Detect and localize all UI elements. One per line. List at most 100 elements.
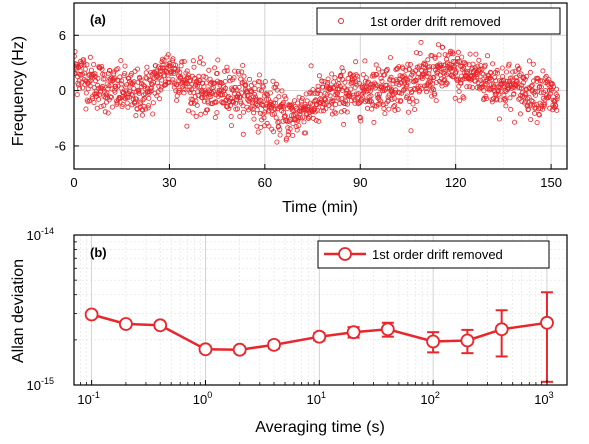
panel-a-data-point	[125, 104, 131, 110]
panel-a-data-point	[119, 78, 125, 84]
panel-a-data-point	[318, 99, 324, 105]
panel-a-data-point	[165, 52, 171, 58]
panel-b-x-tick-label: 103	[534, 390, 553, 407]
panel-a-data-point	[410, 101, 416, 107]
panel-a-data-point	[174, 98, 180, 104]
panel-a-data-point	[100, 86, 106, 92]
panel-a-data-point	[215, 57, 221, 63]
panel-a-data-point	[312, 106, 318, 112]
panel-a-data-point	[419, 76, 425, 82]
panel-a-data-point	[230, 99, 236, 105]
panel-a-axes-frame	[73, 2, 568, 170]
panel-b-data-point	[380, 322, 395, 337]
panel-a-data-point	[422, 62, 428, 68]
panel-a-data-point	[267, 90, 273, 96]
panel-a-data-point	[536, 112, 542, 118]
panel-a-data-point	[99, 66, 105, 72]
panel-a-data-point	[353, 91, 359, 97]
panel-a-data-point	[393, 77, 399, 83]
panel-a-data-point	[372, 80, 378, 86]
panel-a-data-point	[252, 86, 258, 92]
panel-a-data-point	[224, 68, 230, 74]
panel-a-data-point	[342, 101, 348, 107]
panel-a-data-point	[392, 103, 398, 109]
panel-a-data-point	[254, 107, 260, 113]
panel-a-data-point	[83, 90, 89, 96]
panel-a-data-point	[364, 97, 370, 103]
panel-a-data-point	[141, 104, 147, 110]
panel-a-data-point	[483, 93, 489, 99]
panel-a-data-point	[402, 76, 408, 82]
panel-a-data-point	[301, 119, 307, 125]
panel-a-data-point	[431, 74, 437, 80]
panel-a-data-point	[317, 91, 323, 97]
panel-a-data-point	[427, 64, 433, 70]
panel-a-data-point	[273, 97, 279, 103]
panel-a-data-point	[393, 80, 399, 86]
panel-a-data-point	[480, 71, 486, 77]
panel-a-data-point	[532, 110, 538, 116]
panel-a-data-point	[154, 80, 160, 86]
panel-a-data-point	[443, 80, 449, 86]
panel-a-data-point	[461, 95, 467, 101]
panel-a-data-point	[87, 83, 93, 89]
panel-a-data-point	[262, 79, 268, 85]
panel-a-data-point	[417, 51, 423, 57]
panel-a-data-point	[371, 73, 377, 79]
panel-a-data-point	[297, 115, 303, 121]
panel-a-data-point	[273, 81, 279, 87]
panel-a-data-point	[95, 75, 101, 81]
panel-b-data-point	[346, 325, 361, 340]
panel-b-data-point	[198, 342, 213, 357]
panel-b-data-point	[232, 342, 247, 357]
panel-a-data-point	[201, 84, 207, 90]
panel-a-data-point	[144, 64, 150, 70]
panel-a-data-point	[80, 85, 86, 91]
panel-a-data-point	[375, 101, 381, 107]
panel-a-data-point	[132, 99, 138, 105]
panel-a-data-point	[341, 108, 347, 114]
panel-a-data-point	[193, 114, 199, 120]
panel-a-data-point	[357, 100, 363, 106]
panel-b-data-point	[267, 337, 281, 352]
panel-a-data-point	[232, 68, 238, 74]
panel-a-data-point	[121, 73, 127, 79]
panel-a-data-point	[78, 62, 84, 68]
panel-a-data-point	[332, 75, 338, 81]
panel-a-data-point	[397, 90, 403, 96]
panel-a-data-point	[503, 69, 509, 75]
panel-a-data-point	[360, 72, 366, 78]
panel-a-data-point	[174, 82, 180, 88]
panel-a-data-point	[423, 89, 429, 95]
panel-b-data-point	[540, 315, 554, 330]
panel-a-data-point	[408, 128, 414, 134]
panel-a-data-point	[222, 68, 228, 74]
panel-a-data-point	[538, 90, 544, 96]
panel-a-data-point	[351, 92, 357, 98]
panel-a-data-point	[378, 98, 384, 104]
panel-b-legend-marker	[338, 247, 352, 261]
panel-a-data-point	[429, 53, 435, 59]
panel-a-data-point	[250, 100, 256, 106]
panel-a-data-point	[527, 69, 533, 75]
panel-a-data-point	[529, 82, 535, 88]
panel-a-data-point	[179, 59, 185, 65]
panel-a-data-point	[494, 70, 500, 76]
panel-a-data-point	[396, 64, 402, 70]
panel-a-data-point	[329, 105, 335, 111]
panel-a-data-point	[277, 132, 283, 138]
panel-a-data-point	[193, 98, 199, 104]
panel-a-data-point	[315, 88, 321, 94]
panel-a-data-point	[152, 70, 158, 76]
panel-a-data-point	[118, 58, 124, 64]
panel-a-data-point	[74, 92, 80, 98]
panel-a-data-point	[282, 113, 288, 119]
panel-a-legend-marker	[338, 18, 344, 24]
panel-a-data-point	[287, 126, 293, 132]
panel-a-data-point	[98, 104, 104, 110]
panel-a-data-point	[371, 119, 377, 125]
panel-a-data-point	[499, 65, 505, 71]
panel-a-data-point	[509, 85, 515, 91]
panel-a-tag: (a)	[90, 12, 106, 27]
panel-a-data-point	[240, 63, 246, 69]
